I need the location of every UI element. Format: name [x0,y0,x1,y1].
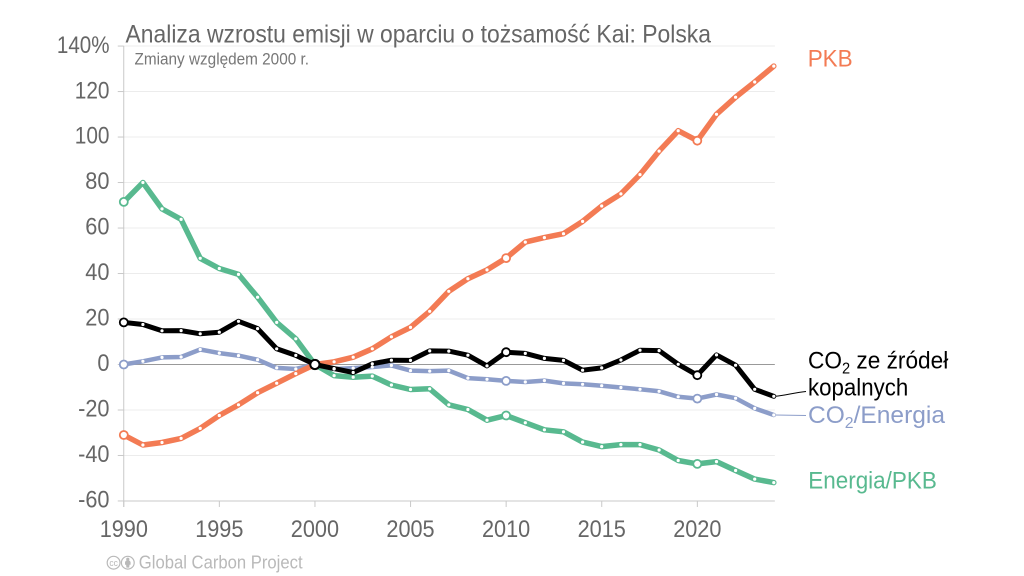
svg-text:0: 0 [97,350,109,377]
svg-text:kopalnych: kopalnych [808,375,908,402]
svg-text:100: 100 [75,123,110,150]
svg-text:140%: 140% [57,32,110,59]
svg-text:Analiza wzrostu emisji w oparc: Analiza wzrostu emisji w oparciu o tożsa… [126,20,712,48]
svg-text:2010: 2010 [482,516,530,543]
svg-text:Global Carbon Project: Global Carbon Project [139,552,303,572]
svg-text:2000: 2000 [291,516,339,543]
svg-text:CO2 ze źródeł: CO2 ze źródeł [808,348,949,378]
svg-text:120: 120 [75,77,110,104]
svg-text:60: 60 [85,214,109,241]
svg-text:1995: 1995 [195,516,243,543]
svg-text:cc: cc [109,558,118,569]
svg-text:CO2/Energia: CO2/Energia [808,402,946,432]
svg-text:2020: 2020 [673,516,721,543]
svg-text:2015: 2015 [578,516,626,543]
svg-text:Energia/PKB: Energia/PKB [808,468,937,495]
svg-text:2005: 2005 [386,516,434,543]
svg-text:-60: -60 [78,487,109,514]
svg-text:PKB: PKB [808,46,853,73]
svg-text:80: 80 [85,168,109,195]
svg-text:20: 20 [85,305,109,332]
svg-text:-40: -40 [78,441,109,468]
svg-text:1990: 1990 [100,516,148,543]
svg-text:40: 40 [85,259,109,286]
svg-text:-20: -20 [78,396,109,423]
svg-text:Zmiany względem 2000 r.: Zmiany względem 2000 r. [135,49,310,68]
